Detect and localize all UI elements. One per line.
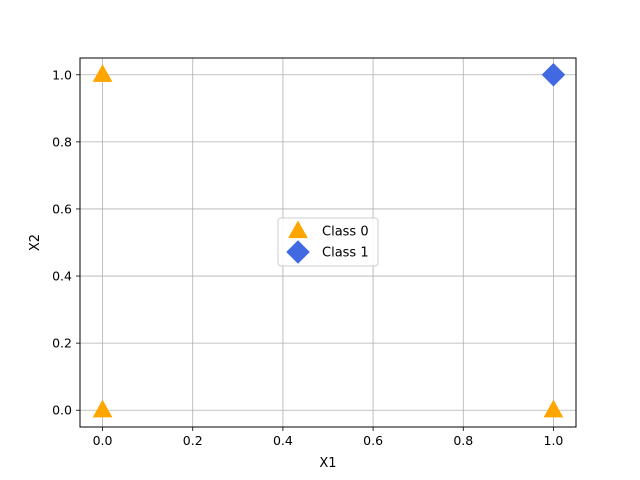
- grid-lines: [80, 58, 576, 427]
- x-tick-label: 1.0: [544, 433, 564, 448]
- x-tick-label: 0.0: [93, 433, 113, 448]
- class-0-point: [92, 64, 113, 82]
- class-1-point: [541, 62, 566, 87]
- y-tick-label: 0.0: [52, 403, 72, 418]
- legend-diamond-marker: [286, 240, 310, 264]
- y-tick-label: 0.4: [52, 269, 72, 284]
- y-tick-label: 0.6: [52, 201, 72, 216]
- legend-label: Class 1: [322, 246, 369, 261]
- legend-entry: Class 1: [286, 240, 369, 264]
- x-tick-label: 0.4: [273, 433, 293, 448]
- class-0-point: [543, 399, 564, 418]
- y-tick-label: 0.2: [52, 336, 72, 351]
- legend-label: Class 0: [322, 225, 369, 240]
- legend: Class 0 Class 1: [277, 217, 379, 267]
- legend-triangle-marker: [288, 220, 308, 239]
- axis-ticks: 0.0 0.2 0.4 0.6 0.8 1.0 0.0 0.2 0.4 0.6 0.8 1.0: [52, 67, 563, 448]
- legend-items: Class 0 Class 1: [286, 220, 369, 264]
- x-tick-label: 0.8: [453, 433, 473, 448]
- data-points: [92, 62, 566, 418]
- y-tick-label: 0.8: [52, 134, 72, 149]
- y-tick-label: 1.0: [52, 67, 72, 82]
- legend-entry: Class 0: [288, 220, 369, 240]
- x-tick-label: 0.2: [183, 433, 203, 448]
- x-axis-label: X1: [319, 456, 336, 471]
- class-0-point: [92, 399, 113, 418]
- x-tick-label: 0.6: [363, 433, 383, 448]
- y-axis-label: X2: [28, 234, 43, 251]
- axes-frame: [79, 57, 577, 428]
